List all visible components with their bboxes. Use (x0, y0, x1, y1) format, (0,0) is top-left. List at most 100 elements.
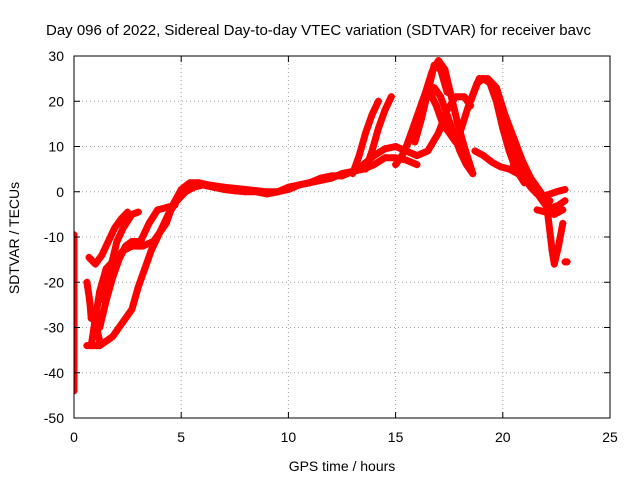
data-point-marker (430, 61, 438, 69)
data-point-marker (546, 228, 554, 236)
data-point-marker (205, 181, 213, 189)
data-point-marker (417, 115, 425, 123)
data-point-marker (520, 174, 528, 182)
data-point-marker (443, 88, 451, 96)
x-tick-label: 10 (281, 429, 297, 445)
data-point-marker (501, 115, 509, 123)
data-point-marker (424, 147, 432, 155)
y-tick-label: -20 (44, 274, 64, 290)
data-point-marker (186, 179, 194, 187)
data-point-marker (370, 161, 378, 169)
data-point-marker (563, 258, 571, 266)
data-point-marker (96, 337, 104, 345)
data-point-marker (109, 333, 117, 341)
y-tick-label: -50 (44, 410, 64, 426)
data-point-marker (546, 190, 554, 198)
data-point-marker (402, 143, 410, 150)
data-point-marker (443, 111, 451, 119)
series-line-track-22 (89, 310, 104, 345)
data-point-marker (106, 265, 114, 273)
data-point-marker (533, 190, 541, 198)
data-point-marker (128, 210, 136, 218)
series-line-track-9 (402, 57, 477, 178)
data-point-marker (460, 143, 468, 150)
data-point-marker (550, 210, 558, 218)
data-point-marker (426, 88, 434, 96)
data-point-marker (355, 152, 363, 160)
data-point-marker (552, 188, 560, 196)
data-point-marker (74, 346, 78, 354)
data-point-marker (497, 163, 505, 171)
data-point-marker (505, 165, 513, 173)
x-tick-label: 15 (388, 429, 404, 445)
data-point-marker (413, 152, 421, 160)
data-point-marker (434, 129, 442, 137)
data-point-marker (411, 138, 419, 146)
data-point-marker (469, 170, 477, 178)
data-point-marker (89, 310, 97, 318)
data-point-marker (550, 260, 558, 268)
data-point-marker (119, 224, 127, 232)
chart-title: Day 096 of 2022, Sidereal Day-to-day VTE… (46, 22, 591, 39)
data-point-marker (464, 156, 472, 164)
x-axis-label: GPS time / hours (289, 458, 396, 474)
data-point-marker (439, 120, 447, 128)
data-point-marker (362, 129, 370, 137)
data-point-marker (527, 183, 535, 191)
series-line-track-10 (411, 61, 451, 146)
data-point-marker (263, 188, 271, 196)
data-point-marker (121, 314, 129, 322)
data-point-marker (83, 278, 91, 286)
data-point-marker (392, 143, 400, 150)
data-point-marker (111, 224, 119, 232)
data-point-marker (134, 283, 142, 291)
data-point-marker (387, 93, 395, 101)
y-tick-label: 0 (56, 184, 64, 200)
data-point-marker (100, 296, 108, 304)
data-point-marker (368, 147, 376, 155)
data-point-marker (362, 165, 370, 173)
data-point-marker (85, 292, 93, 300)
data-point-marker (392, 161, 400, 169)
data-point-marker (306, 179, 314, 187)
data-point-marker (495, 97, 503, 105)
data-point-marker (510, 161, 518, 169)
data-point-marker (113, 238, 121, 246)
data-point-marker (117, 215, 125, 223)
x-tick-label: 0 (70, 429, 78, 445)
data-point-marker (381, 154, 389, 162)
data-point-marker (128, 305, 136, 313)
data-point-marker (134, 208, 142, 216)
data-point-marker (559, 206, 567, 214)
data-point-marker (242, 185, 250, 193)
data-point-marker (136, 238, 144, 246)
data-point-marker (194, 179, 202, 187)
data-point-marker (284, 183, 292, 191)
data-point-marker (374, 124, 382, 132)
data-point-marker (74, 328, 78, 336)
data-point-marker (156, 228, 164, 236)
data-point-marker (445, 129, 453, 137)
data-point-marker (374, 97, 382, 105)
data-point-marker (447, 93, 455, 101)
data-point-marker (437, 66, 445, 74)
data-point-marker (162, 204, 170, 212)
data-point-marker (456, 129, 464, 137)
data-point-marker (460, 93, 468, 101)
y-tick-label: 30 (48, 48, 64, 64)
data-point-marker (492, 84, 500, 92)
y-tick-label: -40 (44, 365, 64, 381)
data-point-marker (484, 75, 492, 83)
x-tick-label: 25 (602, 429, 618, 445)
data-point-marker (432, 102, 440, 110)
data-point-marker (86, 301, 94, 309)
data-point-marker (171, 201, 179, 209)
y-axis-label: SDTVAR / TECUs (6, 182, 22, 294)
data-point-marker (434, 57, 442, 65)
data-point-marker (542, 197, 550, 205)
data-point-marker (548, 247, 556, 255)
series-line-track-19 (533, 206, 567, 218)
data-point-marker (74, 260, 78, 268)
data-point-marker (533, 206, 541, 214)
